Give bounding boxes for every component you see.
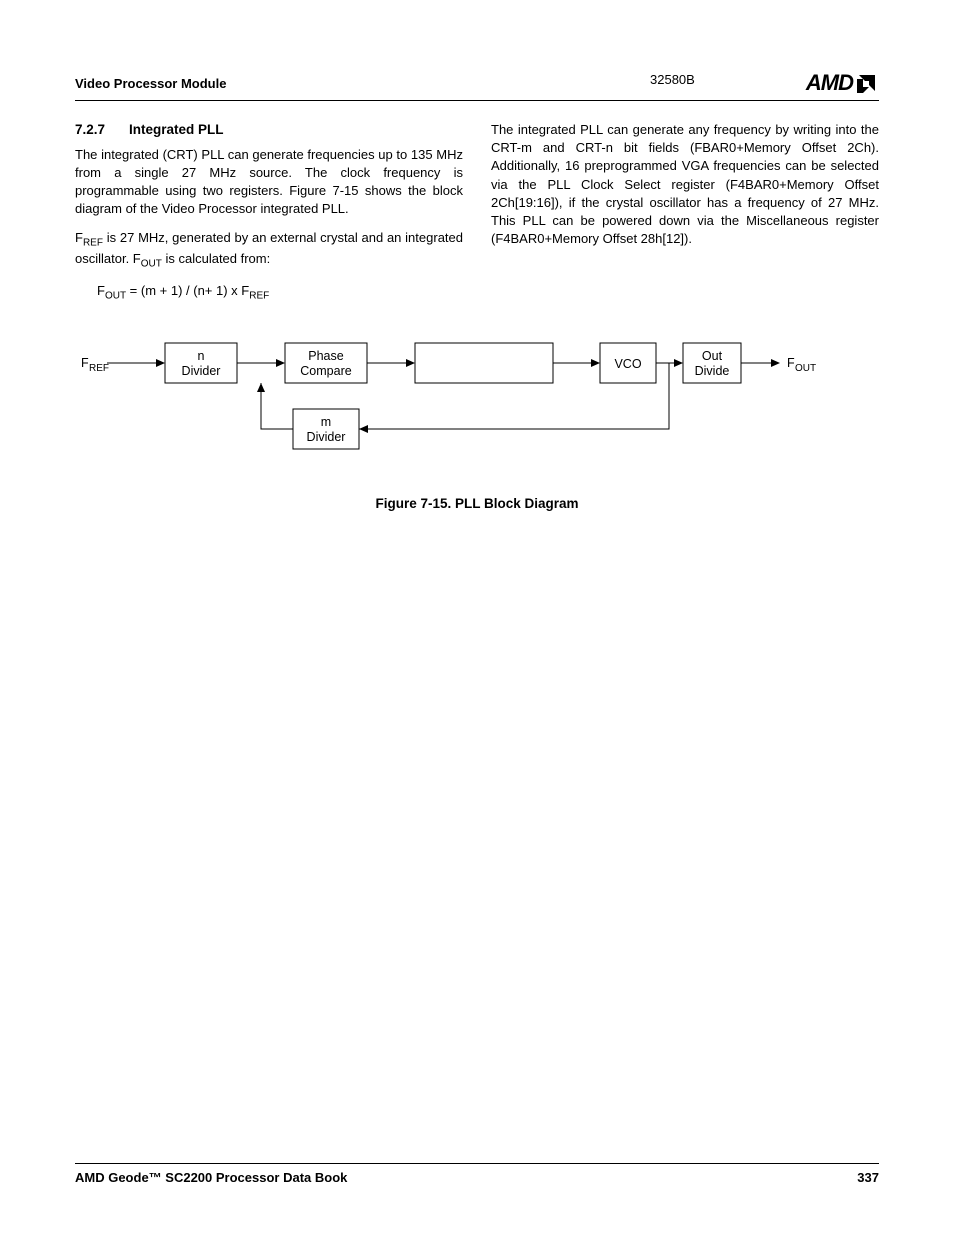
svg-text:OUT: OUT	[795, 363, 816, 374]
amd-arrow-icon	[855, 73, 879, 93]
left-paragraph-1: The integrated (CRT) PLL can generate fr…	[75, 146, 463, 219]
page-header: Video Processor Module 32580B AMD	[75, 70, 879, 101]
right-column: The integrated PLL can generate any freq…	[491, 121, 879, 303]
page-footer: AMD Geode™ SC2200 Processor Data Book 33…	[75, 1163, 879, 1185]
svg-text:m: m	[321, 415, 331, 429]
svg-text:VCO: VCO	[614, 357, 641, 371]
diagram-svg: FREFnDividerPhaseCompareChargePumpLoopFi…	[75, 333, 875, 473]
svg-text:Compare: Compare	[300, 364, 351, 378]
footer-left: AMD Geode™ SC2200 Processor Data Book	[75, 1170, 347, 1185]
svg-text:n: n	[198, 349, 205, 363]
section-number: 7.2.7	[75, 121, 129, 140]
right-paragraph-1: The integrated PLL can generate any freq…	[491, 121, 879, 248]
svg-text:Phase: Phase	[308, 349, 343, 363]
svg-text:REF: REF	[89, 363, 109, 374]
figure-caption: Figure 7-15. PLL Block Diagram	[75, 496, 879, 511]
header-module: Video Processor Module	[75, 76, 226, 91]
section-heading: 7.2.7Integrated PLL	[75, 121, 463, 140]
header-doc-number: 32580B	[650, 72, 695, 87]
svg-text:Divider: Divider	[307, 430, 346, 444]
svg-text:Divide: Divide	[695, 364, 730, 378]
svg-text:Out: Out	[702, 349, 723, 363]
amd-logo-text: AMD	[806, 70, 853, 96]
formula: FOUT = (m + 1) / (n+ 1) x FREF	[97, 282, 463, 304]
body-columns: 7.2.7Integrated PLL The integrated (CRT)…	[75, 121, 879, 303]
svg-text:Divider: Divider	[182, 364, 221, 378]
left-column: 7.2.7Integrated PLL The integrated (CRT)…	[75, 121, 463, 303]
svg-text:F: F	[787, 356, 795, 370]
left-paragraph-2: FREF is 27 MHz, generated by an external…	[75, 229, 463, 272]
pll-block-diagram: FREFnDividerPhaseCompareChargePumpLoopFi…	[75, 333, 879, 511]
svg-text:F: F	[81, 356, 89, 370]
footer-page-number: 337	[857, 1170, 879, 1185]
section-title-text: Integrated PLL	[129, 122, 224, 137]
amd-logo: AMD	[806, 70, 879, 96]
